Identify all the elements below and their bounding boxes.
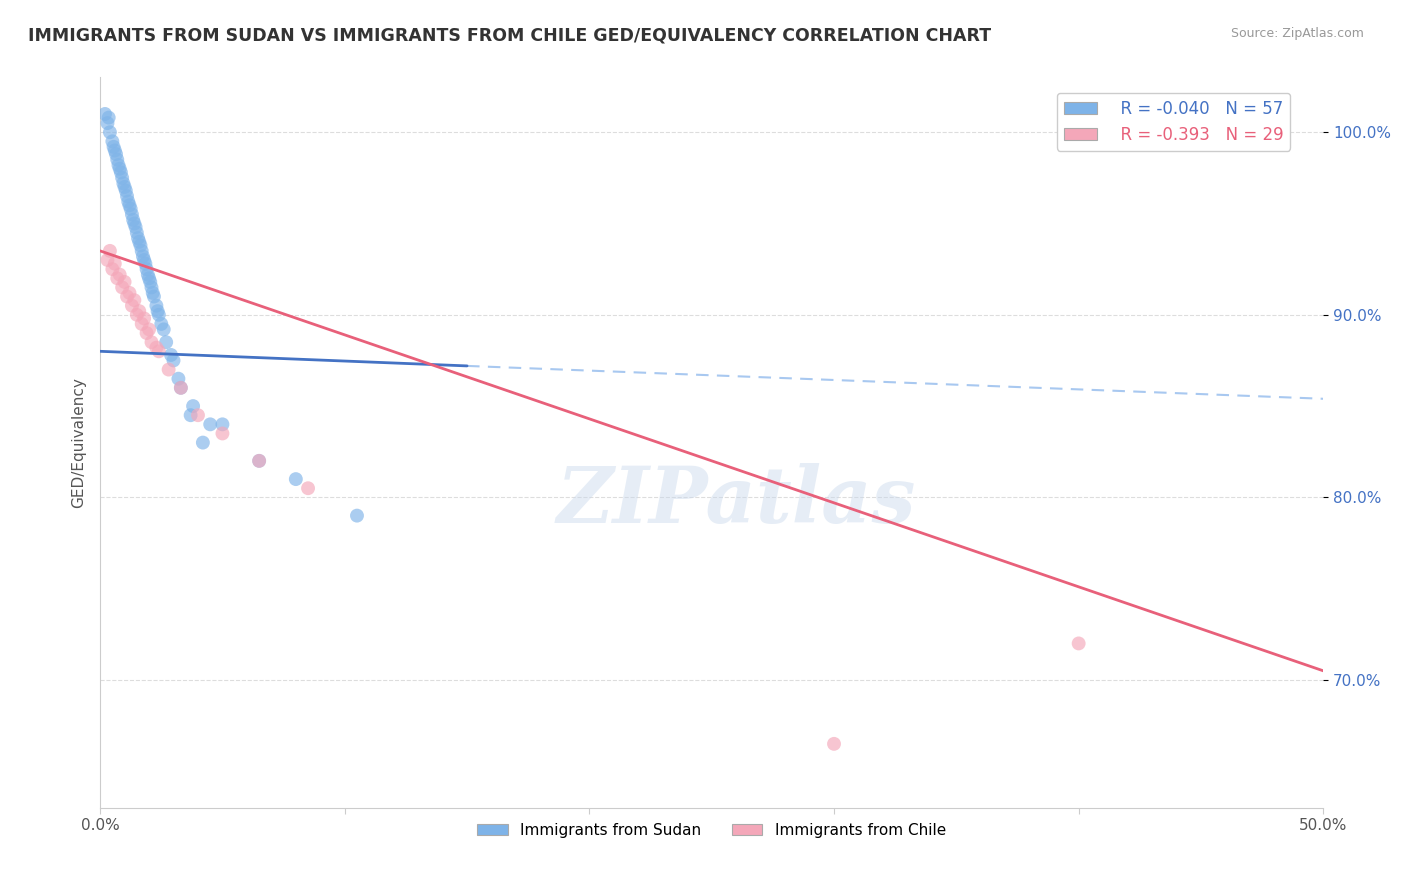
Point [115, 289, 138, 303]
Point [117, 194, 139, 209]
Point [105, 271, 128, 285]
Point [200, 417, 222, 432]
Point [134, 252, 156, 267]
Point [148, 308, 170, 322]
Point [107, 158, 129, 172]
Text: IMMIGRANTS FROM SUDAN VS IMMIGRANTS FROM CHILE GED/EQUIVALENCY CORRELATION CHART: IMMIGRANTS FROM SUDAN VS IMMIGRANTS FROM… [28, 27, 991, 45]
Point [211, 417, 233, 432]
Point [141, 280, 163, 294]
Point [346, 508, 368, 523]
Point [138, 322, 160, 336]
Point [131, 317, 153, 331]
Point [141, 335, 163, 350]
Point [125, 308, 148, 322]
Point [114, 180, 136, 194]
Point [148, 344, 170, 359]
Point [97, 111, 120, 125]
Point [142, 285, 165, 300]
Point [118, 198, 141, 212]
Point [96, 252, 118, 267]
Point [104, 257, 127, 271]
Point [124, 217, 146, 231]
Point [127, 231, 149, 245]
Y-axis label: GED/Equivalency: GED/Equivalency [72, 377, 86, 508]
Point [111, 170, 134, 185]
Point [297, 481, 319, 495]
Point [162, 353, 184, 368]
Point [138, 271, 160, 285]
Point [157, 362, 180, 376]
Point [181, 399, 204, 413]
Point [167, 372, 190, 386]
Point [136, 268, 159, 282]
Point [114, 275, 136, 289]
Point [128, 235, 150, 249]
Point [104, 144, 127, 158]
Point [145, 299, 167, 313]
Point [101, 262, 124, 277]
Point [122, 212, 145, 227]
Point [132, 249, 155, 263]
Point [1067, 636, 1090, 650]
Point [823, 737, 845, 751]
Point [135, 262, 157, 277]
Point [170, 381, 193, 395]
Point [128, 304, 150, 318]
Point [124, 293, 146, 308]
Point [103, 140, 125, 154]
Point [121, 299, 143, 313]
Point [150, 317, 173, 331]
Point [284, 472, 307, 486]
Point [139, 275, 162, 289]
Point [98, 125, 121, 139]
Point [94, 107, 117, 121]
Point [129, 238, 152, 252]
Point [112, 177, 135, 191]
Point [146, 304, 169, 318]
Point [111, 280, 134, 294]
Point [124, 220, 146, 235]
Point [155, 335, 177, 350]
Point [96, 116, 118, 130]
Point [145, 341, 167, 355]
Point [180, 408, 202, 422]
Point [105, 153, 128, 167]
Point [98, 244, 121, 258]
Point [134, 311, 156, 326]
Point [247, 454, 270, 468]
Point [108, 161, 131, 176]
Point [170, 381, 193, 395]
Point [105, 147, 128, 161]
Point [121, 207, 143, 221]
Point [108, 268, 131, 282]
Point [142, 289, 165, 303]
Point [187, 408, 209, 422]
Text: Source: ZipAtlas.com: Source: ZipAtlas.com [1230, 27, 1364, 40]
Point [135, 326, 157, 340]
Point [191, 435, 214, 450]
Point [120, 202, 142, 216]
Point [110, 165, 132, 179]
Point [152, 322, 174, 336]
Point [211, 426, 233, 441]
Text: ZIPatlas: ZIPatlas [557, 463, 915, 540]
Point [125, 226, 148, 240]
Point [131, 244, 153, 258]
Point [115, 189, 138, 203]
Point [101, 134, 124, 148]
Point [160, 348, 183, 362]
Point [118, 285, 141, 300]
Point [114, 184, 136, 198]
Legend: Immigrants from Sudan, Immigrants from Chile: Immigrants from Sudan, Immigrants from C… [471, 817, 952, 844]
Point [134, 257, 156, 271]
Point [247, 454, 270, 468]
